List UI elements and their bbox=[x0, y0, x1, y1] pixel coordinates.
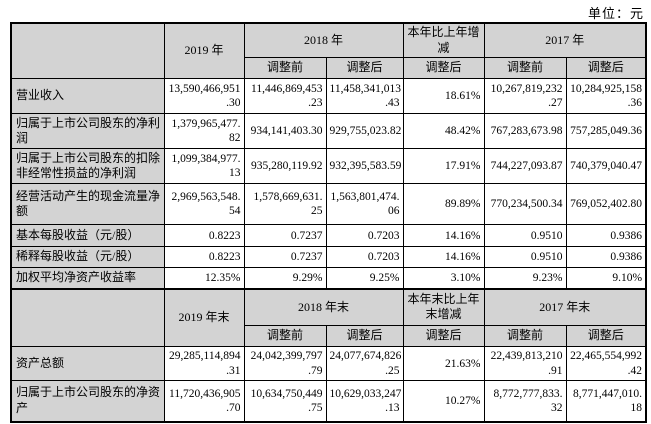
value-cell: 11,720,436,905 .70 bbox=[163, 380, 245, 423]
value-cell: 0.9386 bbox=[565, 246, 647, 269]
table-row: 归属于上市公司股东的扣除非经常性损益的净利润 1,099,384,977. 13… bbox=[10, 148, 647, 185]
subheader-cell: 调整后 bbox=[325, 325, 404, 348]
value-cell: 10,629,033,247 .13 bbox=[325, 380, 404, 423]
col-header-2018: 2018 年 bbox=[243, 22, 404, 59]
percent-cell: 89.89% bbox=[402, 183, 485, 226]
financial-summary-table: 2019 年 2018 年 本年比上年增减 2017 年 调整前 调整后 调整后… bbox=[10, 22, 648, 423]
table-row: 资产总额 29,285,114,894 .31 24,042,399,797 .… bbox=[10, 346, 647, 382]
value-cell: 935,280,119.92 bbox=[243, 148, 327, 185]
subheader-cell: 调整后 bbox=[565, 325, 647, 348]
value-cell: 0.9386 bbox=[565, 224, 647, 248]
corner-cell bbox=[10, 22, 165, 80]
value-cell: 29,285,114,894 .31 bbox=[163, 346, 245, 382]
percent-cell: 17.91% bbox=[402, 148, 485, 185]
subheader-cell: 调整前 bbox=[483, 57, 567, 80]
value-cell: 0.8223 bbox=[163, 246, 245, 269]
percent-cell: 21.63% bbox=[402, 346, 485, 382]
value-cell: 1,379,965,477. 82 bbox=[163, 113, 245, 150]
value-cell: 22,439,813,210 .91 bbox=[483, 346, 567, 382]
metric-label: 经营活动产生的现金流量净额 bbox=[10, 183, 165, 226]
value-cell: 1,578,669,631. 25 bbox=[243, 183, 327, 226]
table-row: 营业收入 13,590,466,951 .30 11,446,869,453 .… bbox=[10, 78, 647, 115]
value-cell: 740,379,040.47 bbox=[565, 148, 647, 185]
value-cell: 757,285,049.36 bbox=[565, 113, 647, 150]
percent-cell: 12.35% bbox=[163, 267, 245, 290]
percent-cell: 18.61% bbox=[402, 78, 485, 115]
subheader-cell: 调整后 bbox=[402, 325, 485, 348]
value-cell: 744,227,093.87 bbox=[483, 148, 567, 185]
value-cell: 10,267,819,232 .27 bbox=[483, 78, 567, 115]
metric-label: 营业收入 bbox=[10, 78, 165, 115]
col-header-2019-end: 2019 年末 bbox=[163, 287, 245, 348]
table-row: 基本每股收益（元/股） 0.8223 0.7237 0.7203 14.16% … bbox=[10, 224, 647, 248]
value-cell: 769,052,402.80 bbox=[565, 183, 647, 226]
value-cell: 8,771,447,010. 18 bbox=[565, 380, 647, 423]
col-header-2018-end: 2018 年末 bbox=[243, 287, 404, 327]
metric-label: 稀释每股收益（元/股） bbox=[10, 246, 165, 269]
value-cell: 1,563,801,474. 06 bbox=[325, 183, 404, 226]
col-header-2017: 2017 年 bbox=[483, 22, 647, 59]
col-header-2019: 2019 年 bbox=[163, 22, 245, 80]
percent-cell: 9.10% bbox=[565, 267, 647, 290]
subheader-cell: 调整前 bbox=[243, 57, 327, 80]
value-cell: 10,284,925,158 .36 bbox=[565, 78, 647, 115]
percent-cell: 9.25% bbox=[325, 267, 404, 290]
col-header-change: 本年比上年增减 bbox=[402, 22, 485, 59]
table-row: 归属于上市公司股东的净利润 1,379,965,477. 82 934,141,… bbox=[10, 113, 647, 150]
value-cell: 11,446,869,453 .23 bbox=[243, 78, 327, 115]
metric-label: 归属于上市公司股东的净资产 bbox=[10, 380, 165, 423]
value-cell: 770,234,500.34 bbox=[483, 183, 567, 226]
value-cell: 0.7203 bbox=[325, 246, 404, 269]
percent-cell: 14.16% bbox=[402, 224, 485, 248]
table-row: 稀释每股收益（元/股） 0.8223 0.7237 0.7203 14.16% … bbox=[10, 246, 647, 269]
table-row: 加权平均净资产收益率 12.35% 9.29% 9.25% 3.10% 9.23… bbox=[10, 267, 647, 290]
value-cell: 0.8223 bbox=[163, 224, 245, 248]
percent-cell: 9.29% bbox=[243, 267, 327, 290]
value-cell: 1,099,384,977. 13 bbox=[163, 148, 245, 185]
subheader-cell: 调整后 bbox=[565, 57, 647, 80]
metric-label: 基本每股收益（元/股） bbox=[10, 224, 165, 248]
percent-cell: 48.42% bbox=[402, 113, 485, 150]
value-cell: 934,141,403.30 bbox=[243, 113, 327, 150]
value-cell: 2,969,563,548. 54 bbox=[163, 183, 245, 226]
value-cell: 10,634,750,449 .75 bbox=[243, 380, 327, 423]
subheader-cell: 调整前 bbox=[483, 325, 567, 348]
table-row: 归属于上市公司股东的净资产 11,720,436,905 .70 10,634,… bbox=[10, 380, 647, 423]
value-cell: 24,042,399,797 .79 bbox=[243, 346, 327, 382]
value-cell: 0.7203 bbox=[325, 224, 404, 248]
subheader-cell: 调整后 bbox=[325, 57, 404, 80]
value-cell: 13,590,466,951 .30 bbox=[163, 78, 245, 115]
metric-label: 归属于上市公司股东的扣除非经常性损益的净利润 bbox=[10, 148, 165, 185]
value-cell: 24,077,674,826 .25 bbox=[325, 346, 404, 382]
percent-cell: 3.10% bbox=[402, 267, 485, 290]
subheader-cell: 调整后 bbox=[402, 57, 485, 80]
value-cell: 8,772,777,833. 32 bbox=[483, 380, 567, 423]
col-header-2017-end: 2017 年末 bbox=[483, 287, 647, 327]
unit-label: 单位：元 bbox=[587, 6, 644, 21]
metric-label: 资产总额 bbox=[10, 346, 165, 382]
value-cell: 11,458,341,013 .43 bbox=[325, 78, 404, 115]
value-cell: 932,395,583.59 bbox=[325, 148, 404, 185]
value-cell: 0.7237 bbox=[243, 246, 327, 269]
corner-cell bbox=[10, 287, 165, 348]
value-cell: 22,465,554,992 .42 bbox=[565, 346, 647, 382]
value-cell: 0.7237 bbox=[243, 224, 327, 248]
value-cell: 0.9510 bbox=[483, 246, 567, 269]
value-cell: 929,755,023.82 bbox=[325, 113, 404, 150]
metric-label: 加权平均净资产收益率 bbox=[10, 267, 165, 290]
metric-label: 归属于上市公司股东的净利润 bbox=[10, 113, 165, 150]
table-row: 经营活动产生的现金流量净额 2,969,563,548. 54 1,578,66… bbox=[10, 183, 647, 226]
value-cell: 0.9510 bbox=[483, 224, 567, 248]
percent-cell: 10.27% bbox=[402, 380, 485, 423]
percent-cell: 9.23% bbox=[483, 267, 567, 290]
percent-cell: 14.16% bbox=[402, 246, 485, 269]
value-cell: 767,283,673.98 bbox=[483, 113, 567, 150]
subheader-cell: 调整前 bbox=[243, 325, 327, 348]
col-header-change-end: 本年末比上年末增减 bbox=[402, 287, 485, 327]
